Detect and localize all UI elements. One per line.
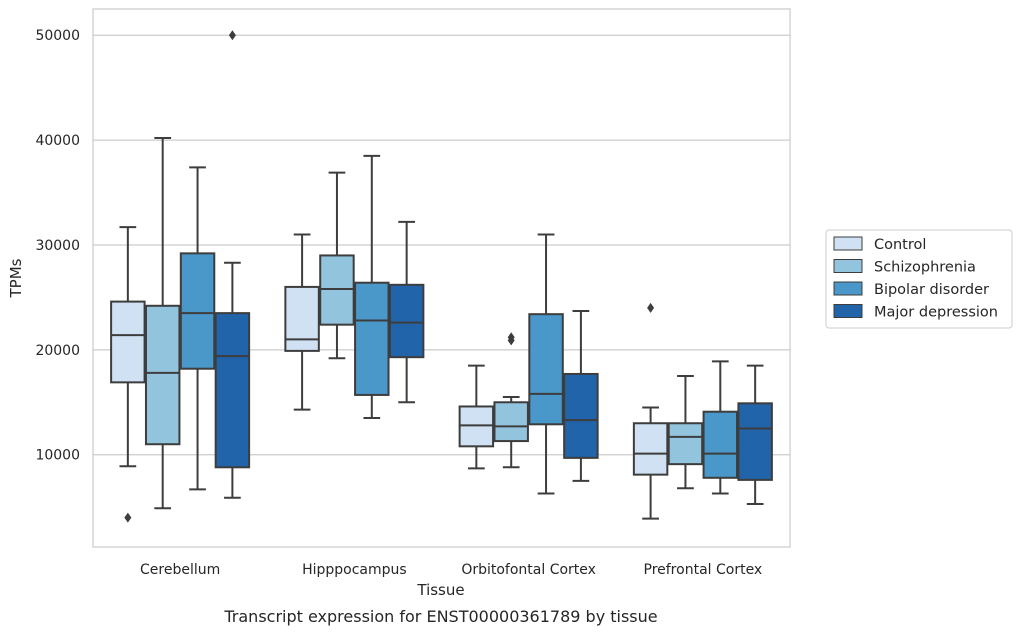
plot-area-boxes [110,30,773,523]
chart-caption: Transcript expression for ENST0000036178… [223,607,657,626]
legend-swatch [833,281,863,296]
legend-label: Major depression [874,305,998,321]
box-iqr [110,300,146,384]
box-iqr [632,422,669,476]
box-iqr [319,254,355,326]
box-control [632,302,669,520]
box-control [110,226,146,523]
box-iqr [702,410,739,479]
legend-label: Schizophrenia [874,260,976,276]
x-tick-label: Hipppocampus [302,562,407,578]
box-iqr [179,252,216,370]
box-iqr [528,313,564,426]
box-iqr [737,402,773,481]
box-iqr [214,312,251,469]
legend: Control Schizophrenia Bipolar disorder Majo… [825,229,1013,329]
legend-swatch [833,236,863,251]
box-iqr [388,283,425,359]
box-iqr [667,422,704,466]
y-tick-label: 20000 [35,343,80,359]
box-control [284,233,320,411]
y-tick-label: 30000 [35,238,80,254]
legend-swatch [833,259,863,273]
y-tick-label: 40000 [35,133,80,149]
y-tick-label: 50000 [35,28,80,44]
box-schizophrenia [144,136,181,510]
box-major-depression [214,30,251,499]
box-schizophrenia [667,375,704,490]
legend-swatch [833,304,863,318]
box-iqr [284,285,320,352]
box-major-depression [737,364,773,506]
box-iqr [354,281,390,396]
box-schizophrenia [319,171,355,360]
box-iqr [144,304,181,446]
box-bipolar-disorder [354,154,390,420]
box-iqr [458,405,495,448]
box-control [458,364,495,470]
x-axis-ticks: Cerebellum Hipppocampus Orbitofontal Corte… [140,562,762,578]
outlier-point [124,512,132,523]
x-tick-label: Prefrontal Cortex [644,562,763,578]
box-iqr [493,401,529,443]
box-bipolar-disorder [179,166,216,491]
legend-label: Control [874,237,926,253]
outlier-point [228,30,236,41]
box-major-depression [388,220,425,404]
x-axis-title: Tissue [416,581,464,599]
plot-frame [92,8,791,548]
legend-frame [825,229,1013,329]
box-bipolar-disorder [702,360,739,495]
y-axis-title: TPMs [7,258,25,298]
box-bipolar-disorder [528,233,564,495]
x-tick-label: Orbitofontal Cortex [461,562,596,578]
box-major-depression [563,310,599,482]
y-axis-ticks: 10000 20000 30000 40000 50000 [35,28,80,463]
x-tick-label: Cerebellum [140,562,220,578]
outlier-point [647,302,655,313]
box-schizophrenia [493,332,529,469]
outlier-point [507,332,515,343]
y-tick-label: 10000 [35,448,80,464]
box-iqr [563,372,599,459]
legend-label: Bipolar disorder [874,282,989,298]
